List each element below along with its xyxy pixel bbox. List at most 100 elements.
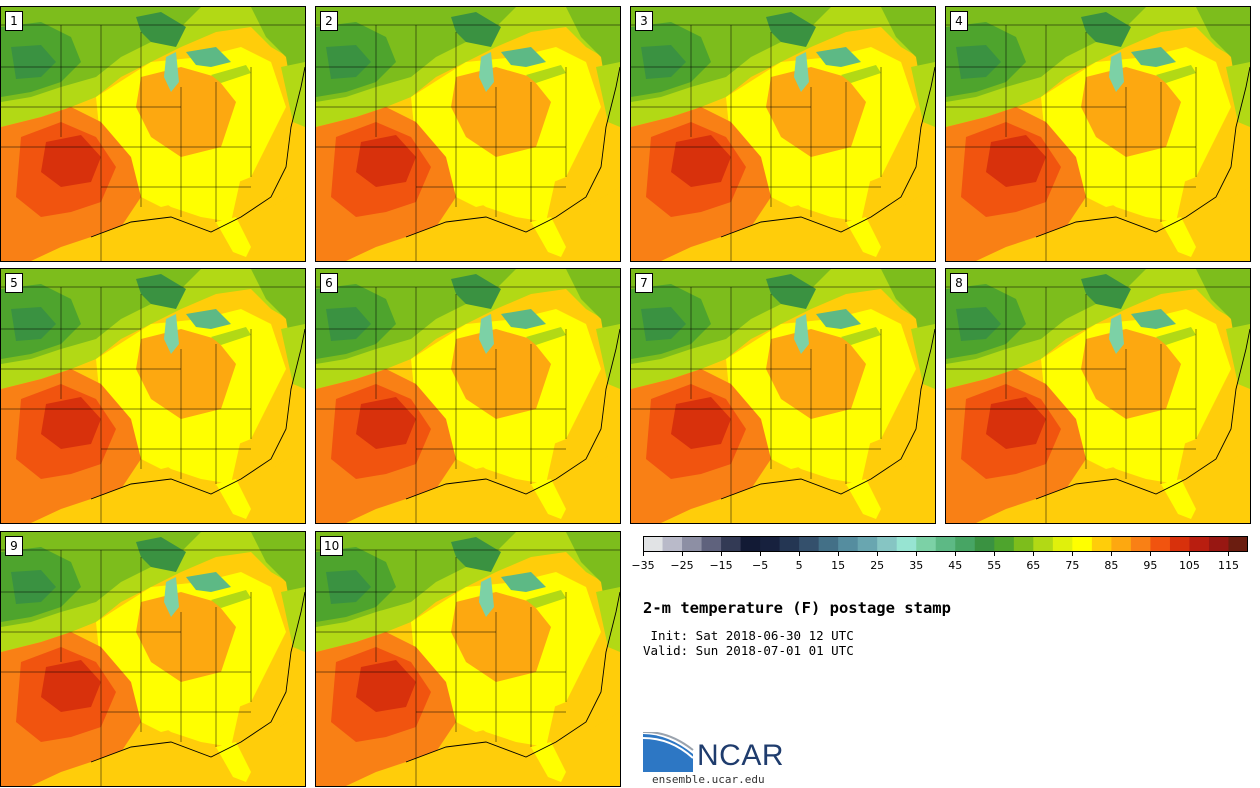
colorbar-tick — [955, 552, 957, 556]
member-label: 9 — [5, 536, 23, 556]
temperature-map — [316, 7, 620, 261]
colorbar-swatch — [1091, 536, 1112, 552]
member-panel-9: 9 — [0, 531, 306, 787]
temperature-map — [1, 269, 305, 523]
colorbar-tick-label: 115 — [1217, 559, 1239, 572]
colorbar-swatch — [1072, 536, 1093, 552]
init-time: Init: Sat 2018-06-30 12 UTC — [643, 628, 854, 643]
colorbar-tick — [994, 552, 996, 556]
member-label: 10 — [320, 536, 344, 556]
member-label: 2 — [320, 11, 338, 31]
colorbar-swatch — [1150, 536, 1171, 552]
colorbar-tick-label: 95 — [1143, 559, 1158, 572]
colorbar — [643, 536, 1248, 552]
member-label: 7 — [635, 273, 653, 293]
colorbar-tick-label: 105 — [1178, 559, 1200, 572]
temperature-map — [316, 532, 620, 786]
colorbar-tick — [799, 552, 801, 556]
member-panel-1: 1 — [0, 6, 306, 262]
colorbar-tick-label: 45 — [948, 559, 963, 572]
colorbar-ticks: −35 −25 −15 −5 5 15 25 35 45 55 65 75 85 95 105 115 — [631, 552, 1248, 572]
colorbar-tick-label: −15 — [709, 559, 733, 572]
temperature-map — [1, 7, 305, 261]
colorbar-swatch — [1228, 536, 1248, 552]
member-label: 3 — [635, 11, 653, 31]
colorbar-tick — [877, 552, 879, 556]
member-panel-3: 3 — [630, 6, 936, 262]
colorbar-swatch — [896, 536, 917, 552]
colorbar-tick-label: −35 — [631, 559, 655, 572]
temperature-map — [946, 7, 1250, 261]
member-panel-6: 6 — [315, 268, 621, 524]
member-label: 1 — [5, 11, 23, 31]
colorbar-tick — [1150, 552, 1152, 556]
colorbar-swatch — [779, 536, 800, 552]
colorbar-swatch — [838, 536, 859, 552]
temperature-map — [1, 532, 305, 786]
colorbar-tick-label: 75 — [1065, 559, 1080, 572]
temperature-map — [946, 269, 1250, 523]
colorbar-tick-label: 85 — [1104, 559, 1119, 572]
colorbar-tick — [682, 552, 684, 556]
colorbar-swatch — [740, 536, 761, 552]
colorbar-swatch — [1111, 536, 1132, 552]
member-label: 8 — [950, 273, 968, 293]
colorbar-tick-label: 5 — [795, 559, 803, 572]
colorbar-tick — [721, 552, 723, 556]
colorbar-tick-label: 25 — [870, 559, 885, 572]
colorbar-swatch — [662, 536, 683, 552]
member-panel-7: 7 — [630, 268, 936, 524]
colorbar-swatch — [1189, 536, 1210, 552]
colorbar-swatch — [857, 536, 878, 552]
member-panel-5: 5 — [0, 268, 306, 524]
colorbar-swatch — [682, 536, 702, 552]
colorbar-tick-label: −25 — [670, 559, 694, 572]
colorbar-tick — [916, 552, 918, 556]
colorbar-tick — [838, 552, 840, 556]
temperature-map — [316, 269, 620, 523]
colorbar-swatch — [721, 536, 741, 552]
colorbar-tick — [1189, 552, 1191, 556]
colorbar-tick — [1072, 552, 1074, 556]
figure-title: 2-m temperature (F) postage stamp — [643, 599, 951, 617]
member-panel-8: 8 — [945, 268, 1251, 524]
member-label: 6 — [320, 273, 338, 293]
member-label: 5 — [5, 273, 23, 293]
colorbar-outline — [643, 536, 1248, 552]
member-panel-10: 10 — [315, 531, 621, 787]
valid-time: Valid: Sun 2018-07-01 01 UTC — [643, 643, 854, 658]
logo-wordmark: NCAR — [697, 739, 785, 772]
colorbar-swatch — [818, 536, 839, 552]
colorbar-swatch — [916, 536, 937, 552]
colorbar-tick-label: 35 — [909, 559, 924, 572]
colorbar-tick — [760, 552, 762, 556]
colorbar-tick — [643, 552, 644, 556]
colorbar-swatch — [955, 536, 976, 552]
colorbar-swatch — [935, 536, 956, 552]
colorbar-swatch — [1169, 536, 1190, 552]
colorbar-swatch — [1208, 536, 1229, 552]
temperature-map — [631, 269, 935, 523]
colorbar-tick-label: 55 — [987, 559, 1002, 572]
member-panel-4: 4 — [945, 6, 1251, 262]
colorbar-tick-label: −5 — [751, 559, 769, 572]
colorbar-tick — [1228, 552, 1230, 556]
member-panel-2: 2 — [315, 6, 621, 262]
logo-url: ensemble.ucar.edu — [652, 773, 765, 786]
colorbar-swatch — [1013, 536, 1034, 552]
colorbar-tick — [1033, 552, 1035, 556]
colorbar-swatch — [760, 536, 781, 552]
colorbar-swatch — [1130, 536, 1151, 552]
colorbar-swatch — [701, 536, 722, 552]
colorbar-swatch — [1033, 536, 1054, 552]
colorbar-tick-label: 15 — [831, 559, 846, 572]
logo-swoosh — [643, 734, 693, 772]
colorbar-tick-label: 65 — [1026, 559, 1041, 572]
ncar-logo — [643, 732, 694, 772]
colorbar-swatch — [643, 536, 663, 552]
colorbar-swatch — [799, 536, 820, 552]
member-label: 4 — [950, 11, 968, 31]
colorbar-tick — [1111, 552, 1113, 556]
colorbar-swatch — [974, 536, 995, 552]
colorbar-swatch — [1052, 536, 1073, 552]
